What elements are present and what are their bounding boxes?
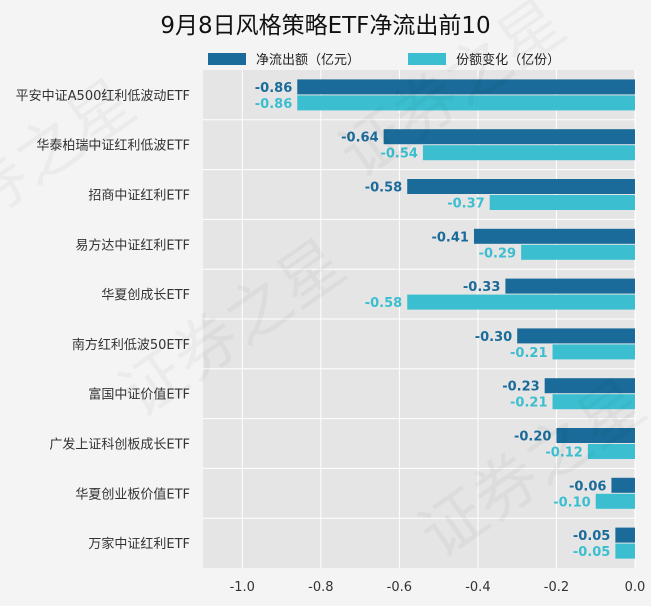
legend-item-share-change: 份额变化（亿份） — [408, 49, 560, 68]
chart-title: 9月8日风格策略ETF净流出前10 — [160, 13, 491, 39]
data-label: -0.54 — [380, 147, 417, 162]
bar — [611, 477, 635, 493]
data-label: -0.64 — [341, 131, 378, 146]
bar — [407, 179, 635, 194]
bar — [505, 278, 635, 294]
x-tick-label: -0.6 — [387, 580, 412, 595]
legend-item-net-outflow: 净流出额（亿元） — [208, 49, 360, 68]
data-label: -0.29 — [479, 246, 516, 261]
bar — [587, 444, 635, 459]
data-label: -0.12 — [545, 446, 582, 461]
bar — [615, 527, 635, 543]
data-label: -0.23 — [502, 380, 539, 395]
x-tick-label: -0.8 — [308, 580, 333, 595]
category-label: 万家中证红利ETF — [88, 536, 190, 552]
legend-swatch-net-outflow — [208, 52, 246, 65]
bar — [556, 428, 635, 443]
bar — [473, 228, 635, 244]
data-label: -0.30 — [475, 330, 512, 345]
data-label: -0.33 — [463, 280, 500, 295]
category-label: 广发上证科创板成长ETF — [49, 437, 190, 453]
x-tick-label: -0.2 — [544, 580, 569, 595]
data-label: -0.58 — [365, 181, 402, 196]
data-label: -0.20 — [514, 430, 551, 445]
legend-label-net-outflow: 净流出额（亿元） — [256, 53, 361, 68]
chart-legend: 净流出额（亿元） 份额变化（亿份） — [208, 49, 604, 69]
bar — [489, 195, 635, 210]
bar — [552, 344, 635, 360]
data-label: -0.05 — [573, 529, 610, 544]
category-label: 南方红利低波50ETF — [72, 337, 190, 353]
x-tick-label: -0.4 — [465, 580, 490, 595]
bar — [521, 244, 635, 260]
data-label: -0.86 — [255, 81, 292, 96]
bar — [517, 328, 635, 344]
data-label: -0.58 — [365, 296, 402, 311]
category-label: 华泰柏瑞中证红利低波ETF — [36, 138, 190, 154]
category-label: 招商中证红利ETF — [88, 188, 190, 204]
bar — [552, 394, 635, 410]
bar — [615, 543, 635, 559]
data-label: -0.41 — [431, 230, 468, 245]
category-label: 平安中证A500红利低波动ETF — [16, 88, 190, 104]
bar — [422, 145, 635, 161]
bar — [407, 294, 635, 310]
legend-swatch-share-change — [408, 52, 447, 65]
data-label: -0.10 — [553, 495, 590, 510]
category-label: 华夏创成长ETF — [101, 288, 190, 303]
bar — [383, 129, 635, 145]
category-label: 华夏创业板价值ETF — [75, 486, 190, 502]
legend-label-share-change: 份额变化（亿份） — [456, 53, 561, 68]
x-tick-label: 0.0 — [625, 580, 646, 595]
bar — [544, 378, 635, 394]
data-label: -0.06 — [569, 479, 606, 494]
data-label: -0.37 — [447, 197, 484, 212]
category-label: 易方达中证红利ETF — [75, 237, 190, 253]
data-label: -0.86 — [255, 97, 292, 112]
bar — [595, 493, 635, 509]
data-label: -0.21 — [510, 396, 547, 411]
data-label: -0.05 — [573, 545, 610, 560]
data-label: -0.21 — [510, 346, 547, 361]
bar — [297, 79, 635, 95]
bar — [297, 95, 635, 111]
category-label: 富国中证价值ETF — [88, 387, 190, 403]
x-tick-label: -1.0 — [230, 580, 255, 595]
